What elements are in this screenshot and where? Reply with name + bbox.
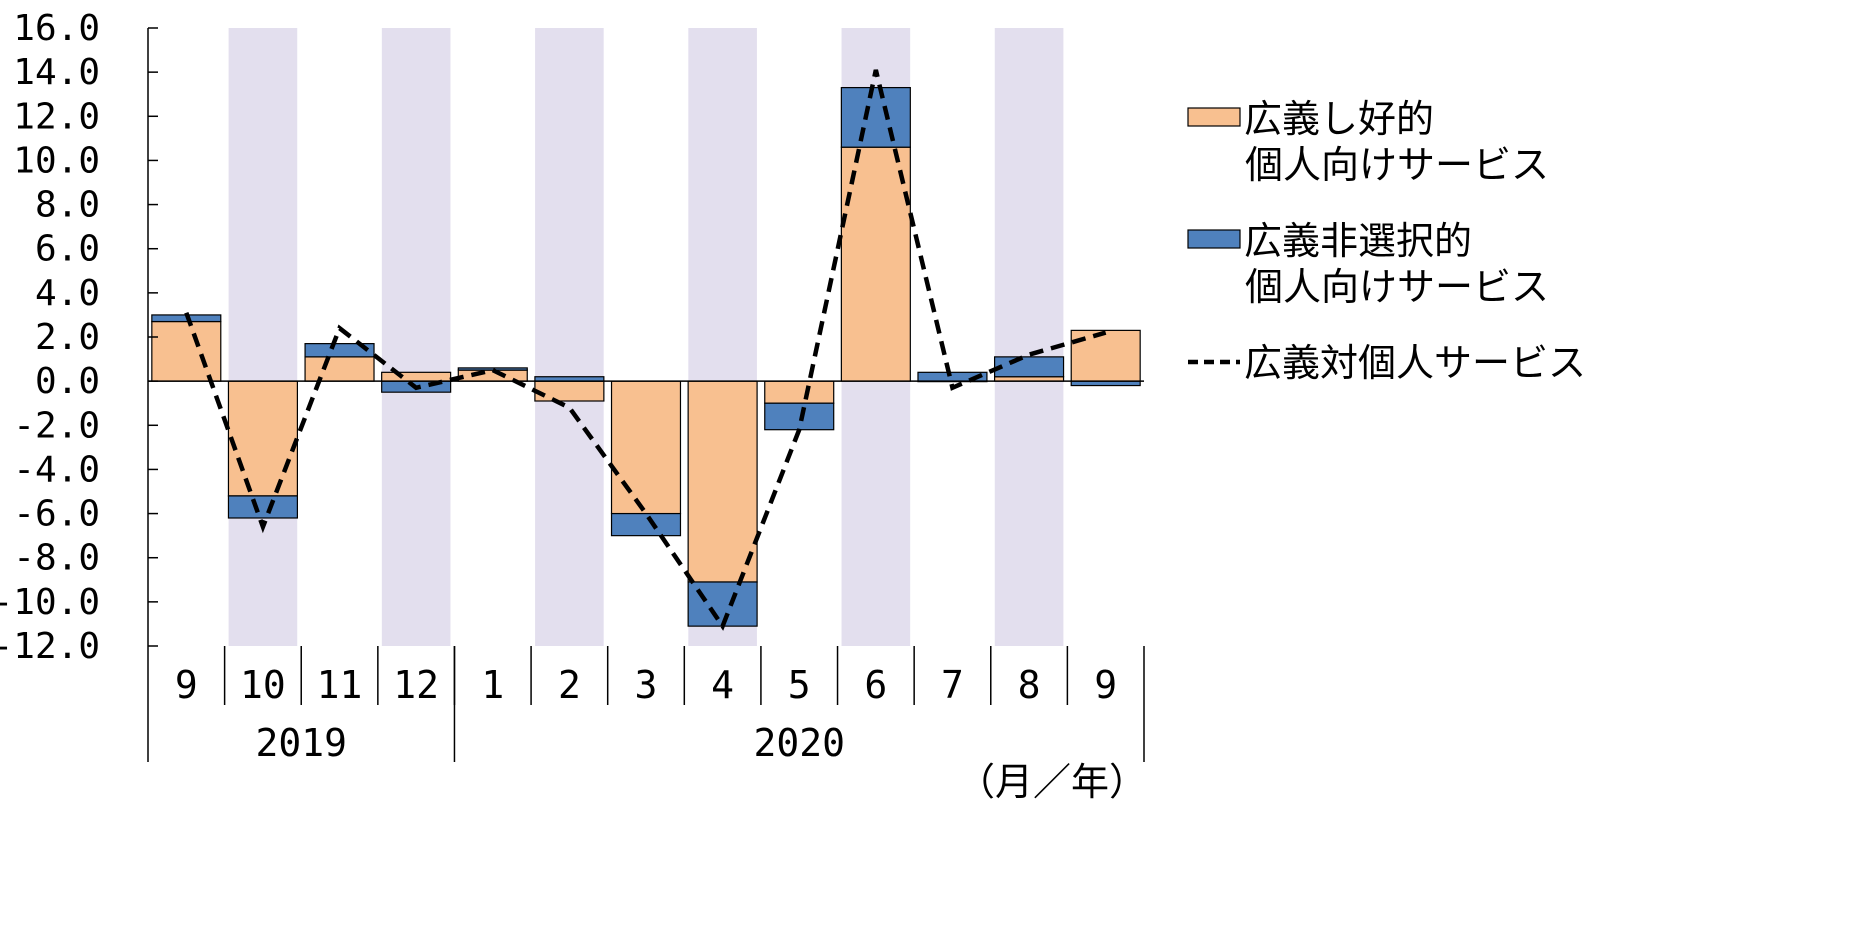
bar (840, 86, 911, 148)
y-tick-label: 0.0 (35, 361, 100, 402)
shaded-band (535, 28, 604, 646)
x-category-label: 1 (481, 663, 504, 707)
legend-label: 広義非選択的 (1244, 219, 1472, 263)
legend-label: 広義対個人サービス (1244, 341, 1586, 385)
bar (534, 380, 605, 402)
bar (457, 367, 528, 371)
bars (151, 86, 1141, 627)
legend-label: 個人向けサービス (1245, 143, 1549, 187)
y-tick-label: -4.0 (13, 449, 100, 490)
year-label: 2020 (753, 721, 845, 765)
y-tick-label: 2.0 (35, 317, 100, 358)
x-category-label: 11 (317, 663, 363, 707)
bar (381, 371, 452, 382)
y-tick-label: 14.0 (13, 52, 100, 93)
y-tick-label: -12.0 (0, 626, 100, 667)
x-category-label: 8 (1018, 663, 1041, 707)
bar (764, 402, 835, 431)
x-category-label: 3 (635, 663, 658, 707)
y-tick-label: 4.0 (35, 273, 100, 314)
y-tick-labels: 16.014.012.010.08.06.04.02.00.0-2.0-4.0-… (0, 8, 100, 667)
line-series (184, 69, 1107, 631)
y-tick-label: 10.0 (13, 140, 100, 181)
legend-swatch (1187, 107, 1241, 127)
shaded-band (381, 28, 451, 646)
bar (610, 380, 682, 515)
x-category-label: 6 (864, 663, 887, 707)
bar (610, 512, 682, 537)
y-tick-label: -8.0 (13, 538, 100, 579)
x-category-label: 12 (393, 663, 439, 707)
bar (687, 581, 758, 627)
legend-label: 広義し好的 (1244, 97, 1434, 141)
x-category-label: 4 (711, 663, 734, 707)
x-category-label: 2 (558, 663, 581, 707)
axes (147, 27, 1145, 762)
y-tick-label: 8.0 (35, 185, 100, 226)
shaded-band (994, 28, 1064, 646)
shaded-bands (228, 28, 1064, 646)
bar (304, 343, 375, 358)
y-tick-label: -2.0 (13, 405, 100, 446)
x-category-label: 7 (941, 663, 964, 707)
bar (227, 495, 299, 519)
x-category-label: 10 (240, 663, 286, 707)
y-tick-label: -6.0 (13, 494, 100, 535)
year-label: 2019 (255, 721, 347, 765)
legend-label: 個人向けサービス (1245, 265, 1549, 309)
y-tick-label: 12.0 (13, 96, 100, 137)
line-series-path (184, 69, 1107, 631)
bar (304, 356, 375, 382)
shaded-band (228, 28, 298, 646)
y-tick-label: 6.0 (35, 229, 100, 270)
x-category-label: 9 (1094, 663, 1117, 707)
x-category-label: 9 (175, 663, 198, 707)
bar (764, 380, 835, 404)
x-axis-unit-label: （月／年） (957, 760, 1147, 804)
bar (993, 356, 1065, 378)
y-tick-label: -10.0 (0, 582, 100, 623)
legend-swatch (1187, 229, 1241, 249)
bar (151, 320, 222, 382)
x-category-label: 5 (788, 663, 811, 707)
y-tick-label: 16.0 (13, 8, 100, 49)
bar (227, 380, 299, 497)
bar (840, 146, 911, 382)
bar (687, 380, 758, 583)
